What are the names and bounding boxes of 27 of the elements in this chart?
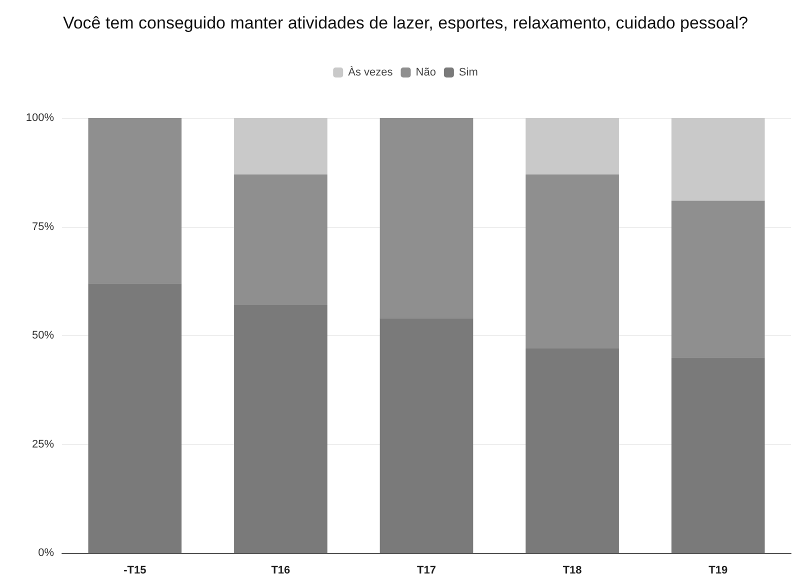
y-tick-label: 75% [32, 220, 54, 233]
y-tick-label: 50% [32, 330, 54, 342]
chart-title: Você tem conseguido manter atividades de lazer, esportes, relaxamento, cuidado pessoal? [62, 14, 748, 32]
bar [234, 174, 328, 306]
y-tick-label: 0% [38, 547, 54, 559]
bar [88, 283, 182, 553]
bar [234, 305, 328, 553]
bar [234, 118, 328, 175]
bar [526, 174, 619, 349]
legend-label: Às vezes [348, 66, 394, 78]
legend-label: Sim [458, 66, 478, 78]
bar [671, 118, 765, 201]
legend-label: Não [416, 66, 436, 78]
bar [380, 118, 474, 318]
x-tick-label: T18 [562, 564, 582, 576]
bar [526, 348, 619, 553]
x-tick-label: T19 [708, 564, 728, 576]
y-tick-label: 100% [26, 112, 54, 124]
bar [671, 357, 765, 553]
bar [88, 118, 182, 284]
x-tick-label: -T15 [124, 564, 146, 576]
y-tick-label: 25% [32, 438, 54, 450]
bar [380, 318, 474, 553]
bar [671, 200, 765, 358]
bar [526, 118, 619, 175]
x-tick-label: T17 [417, 564, 436, 576]
x-tick-label: T16 [271, 564, 290, 576]
